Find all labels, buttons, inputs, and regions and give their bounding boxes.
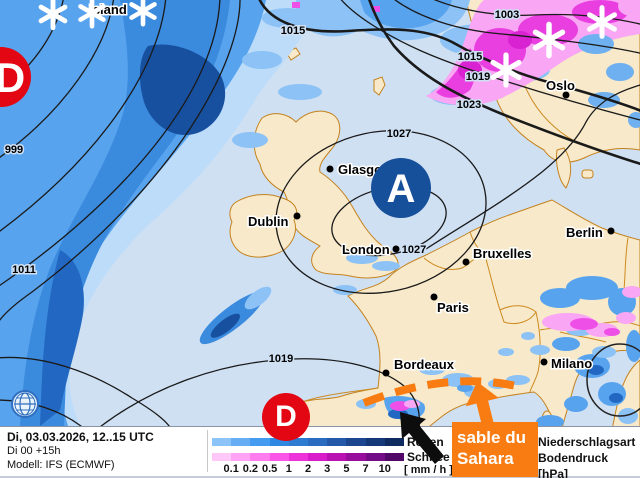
snow-scale-bar	[212, 453, 405, 461]
sahara-dust-dashed-line	[362, 377, 522, 407]
label-berlin: Berlin	[566, 225, 603, 240]
rain-scale-segment	[288, 438, 309, 446]
rain-scale-segment	[269, 438, 289, 446]
isobar-label: 1027	[402, 244, 426, 256]
city-dot-oslo	[562, 91, 570, 99]
city-dot-bruxelles	[462, 258, 470, 266]
scale-tick-label: 3	[324, 463, 331, 475]
snow-scale-segment	[308, 453, 328, 461]
isobars	[0, 0, 640, 426]
globe-watermark-icon	[11, 390, 39, 418]
sahara-arrow-icon	[465, 381, 499, 426]
city-dot-berlin	[607, 227, 615, 235]
city-dot-bordeaux	[382, 369, 390, 377]
city-dot-glasgow	[326, 165, 334, 173]
rain-scale-segment	[365, 438, 385, 446]
isobar-label: 1015	[281, 25, 305, 37]
sahara-text-line2: Sahara	[457, 449, 514, 468]
pressure-center-low-nw: D	[0, 47, 31, 107]
isobar-label: 1019	[269, 353, 293, 365]
city-dot-london	[392, 245, 400, 253]
legend-right-info: Niederschlagsart Bodendruck [hPa]	[538, 434, 640, 478]
snow-scale-segment	[327, 453, 347, 461]
label-milano: Milano	[551, 356, 592, 371]
snow-scale-segment	[269, 453, 289, 461]
city-dot-milano	[540, 358, 548, 366]
run-datetime: Di, 03.03.2026, 12..15 UTC	[7, 430, 154, 444]
city-dots	[293, 91, 615, 377]
scale-tick-label: 0.5	[261, 463, 278, 475]
city-dot-paris	[430, 293, 438, 301]
label-dublin: Dublin	[248, 214, 288, 229]
pressure-label: Bodendruck [hPa]	[538, 451, 609, 478]
precip-type-label: Niederschlagsart	[538, 435, 636, 449]
rain-scale-segment	[384, 438, 405, 446]
snow-scale-segment	[250, 453, 270, 461]
isobar-label: 1023	[457, 99, 481, 111]
sahara-text-line1: sable du	[457, 428, 526, 447]
isobar-label: 1019	[466, 71, 490, 83]
rain-scale-segment	[327, 438, 347, 446]
label-paris: Paris	[437, 300, 469, 315]
label-london: London	[342, 242, 390, 257]
rain-scale-segment	[250, 438, 270, 446]
scale-tick-label: 7	[362, 463, 369, 475]
isobar-label: 1003	[495, 9, 519, 21]
rain-scale-label: Regen	[407, 435, 444, 449]
isobar-label: 1027	[387, 128, 411, 140]
label-oslo: Oslo	[546, 78, 575, 93]
rain-scale-bar	[212, 438, 405, 446]
snow-scale-segment	[384, 453, 405, 461]
scale-tick-label: 2	[304, 463, 312, 475]
legend-bar: Di, 03.03.2026, 12..15 UTC Di 00 +15h Mo…	[0, 426, 640, 478]
snow-scale-segment	[212, 453, 232, 461]
pressure-center-low-biscay: D	[262, 393, 310, 441]
rain-scale-segment	[308, 438, 328, 446]
scale-ticks: 0.1 0.2 0.5 1 2 3 5 7 10	[212, 463, 404, 476]
snow-scale-segment	[231, 453, 251, 461]
scale-tick-label: 10	[378, 463, 391, 475]
land-danish-isle	[581, 169, 594, 179]
city-dot-dublin	[293, 212, 301, 220]
high-symbol: A	[387, 167, 416, 211]
label-bordeaux: Bordeaux	[394, 357, 455, 372]
snow-scale-label: Schnee	[407, 450, 450, 464]
weather-map: 999 1011 1015 1003 1015 1019 1023 1027 1…	[0, 0, 640, 426]
scale-unit-label: [ mm / h ]	[404, 464, 453, 476]
land-denmark	[556, 147, 572, 189]
sahara-annotation-box: sable du Sahara	[452, 422, 538, 477]
low-symbol: D	[0, 54, 25, 101]
snow-scale-segment	[346, 453, 366, 461]
rain-scale-segment	[346, 438, 366, 446]
legend-separator	[207, 430, 208, 472]
pressure-center-high: A	[371, 158, 431, 218]
rain-scale-segment	[231, 438, 251, 446]
scale-tick-label: 0.2	[242, 463, 259, 475]
rain-scale-segment	[212, 438, 232, 446]
run-step: Di 00 +15h	[7, 445, 61, 457]
isobar-labels: 999 1011 1015 1003 1015 1019 1023 1027 1…	[3, 8, 520, 367]
isobar-label: 1015	[458, 51, 482, 63]
low-symbol: D	[275, 400, 297, 433]
snow-scale-segment	[288, 453, 309, 461]
snow-scale-segment	[365, 453, 385, 461]
isobar-label: 1011	[12, 264, 36, 276]
scale-tick-label: 5	[343, 463, 350, 475]
model-name: Modell: IFS (ECMWF)	[7, 459, 115, 471]
label-bruxelles: Bruxelles	[473, 246, 532, 261]
land-continent	[300, 199, 640, 426]
scale-tick-label: 1	[285, 463, 292, 475]
isobar-label: 999	[5, 144, 23, 156]
scale-tick-label: 0.1	[223, 463, 239, 475]
run-info: Di, 03.03.2026, 12..15 UTC Di 00 +15h Mo…	[7, 430, 154, 472]
land-shetland	[373, 76, 386, 96]
